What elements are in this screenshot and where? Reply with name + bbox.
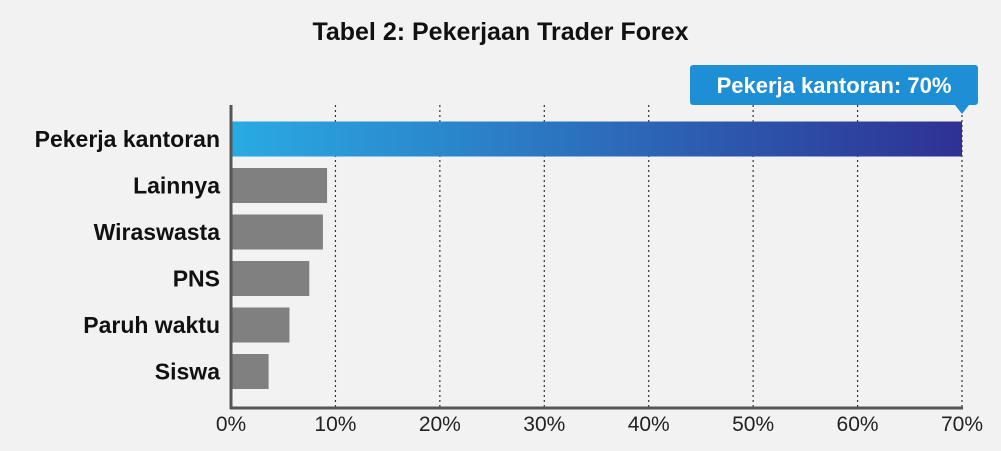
bar xyxy=(231,354,269,389)
category-label: Wiraswasta xyxy=(94,219,221,245)
callout-box xyxy=(690,65,978,105)
x-tick-label: 70% xyxy=(941,413,983,436)
category-label: Siswa xyxy=(155,359,220,385)
callout-label: Pekerja kantoran: 70% xyxy=(717,73,952,98)
x-tick-label: 10% xyxy=(314,413,356,436)
bar xyxy=(231,168,328,203)
callout-pointer xyxy=(955,105,969,114)
labels: Pekerja kantoran Lainnya Wiraswasta PNS Paru… xyxy=(35,126,983,436)
bar xyxy=(231,261,310,296)
category-label: PNS xyxy=(173,266,220,292)
category-label: Paruh waktu xyxy=(83,312,220,338)
x-tick-label: 40% xyxy=(628,413,670,436)
chart-title: Tabel 2: Pekerjaan Trader Forex xyxy=(312,18,689,46)
bar xyxy=(231,307,290,343)
x-tick-label: 60% xyxy=(837,413,879,436)
category-label: Lainnya xyxy=(133,173,220,199)
x-tick-label: 20% xyxy=(419,413,461,436)
x-tick-label: 30% xyxy=(523,413,565,436)
axes xyxy=(229,105,963,410)
category-label: Pekerja kantoran xyxy=(35,126,220,152)
bar-highlight xyxy=(231,121,962,157)
x-tick-label: 50% xyxy=(732,413,774,436)
callout: Pekerja kantoran: 70% xyxy=(690,65,978,114)
x-tick-label: 0% xyxy=(216,413,246,436)
bars xyxy=(231,121,962,389)
bar xyxy=(231,214,323,250)
